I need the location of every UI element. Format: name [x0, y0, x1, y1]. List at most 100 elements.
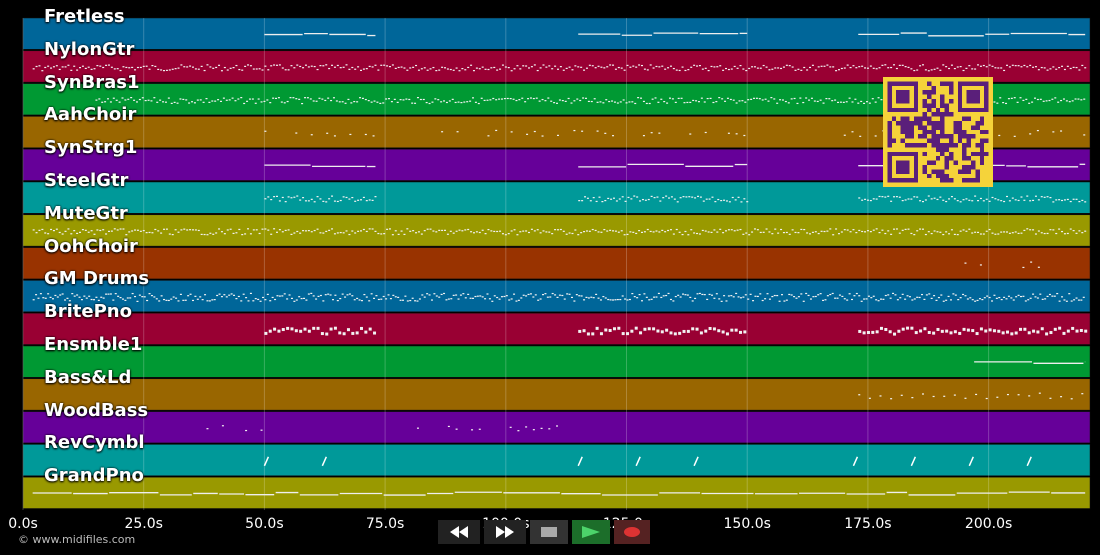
qr-module — [887, 129, 892, 135]
record-button[interactable] — [614, 520, 650, 544]
note-mark — [96, 65, 99, 67]
note-mark — [135, 101, 138, 103]
note-mark — [348, 198, 351, 200]
qr-module — [940, 103, 945, 108]
note-mark — [858, 66, 861, 68]
note-mark — [539, 298, 542, 300]
note-mark — [748, 67, 751, 70]
play-button[interactable] — [572, 520, 610, 544]
note-mark — [357, 66, 360, 68]
note-mark — [199, 99, 202, 101]
note-mark — [783, 300, 786, 302]
note-mark — [656, 196, 659, 198]
note-mark — [595, 293, 598, 295]
note-mark — [533, 64, 536, 66]
note-mark — [368, 228, 371, 230]
note-mark — [923, 327, 927, 331]
note-mark — [841, 295, 844, 298]
note-mark — [1020, 196, 1023, 198]
note-mark — [916, 230, 919, 232]
note-mark — [99, 229, 102, 232]
note-mark — [264, 198, 267, 200]
note-mark — [872, 67, 875, 69]
note-mark — [248, 98, 251, 100]
note-mark — [837, 69, 840, 71]
note-mark — [1013, 97, 1016, 99]
note-mark — [936, 231, 939, 233]
qr-module — [918, 121, 923, 126]
note-mark — [697, 101, 700, 103]
qr-module — [935, 173, 941, 179]
note-mark — [596, 130, 599, 132]
rewind-button[interactable] — [438, 520, 480, 544]
note-mark — [270, 233, 273, 235]
note-mark — [1033, 97, 1036, 99]
note-mark — [604, 297, 607, 299]
note-mark — [333, 66, 336, 68]
qr-module — [940, 143, 945, 148]
note-mark — [1017, 65, 1020, 67]
note-mark — [1070, 398, 1073, 400]
note-mark — [863, 298, 866, 300]
note-mark — [725, 200, 728, 202]
note-mark — [197, 68, 200, 70]
note-mark — [843, 134, 846, 136]
note-mark — [715, 101, 718, 103]
note-mark — [95, 296, 98, 298]
note-mark — [910, 68, 913, 70]
note-mark — [577, 234, 580, 236]
note-mark — [849, 231, 852, 233]
note-mark — [145, 65, 148, 67]
note-mark — [640, 231, 643, 233]
note-mark — [773, 294, 776, 297]
qr-module — [918, 116, 923, 121]
stop-button[interactable] — [530, 520, 568, 544]
note-mark — [710, 65, 713, 68]
note-mark — [1003, 200, 1006, 203]
note-mark — [182, 299, 185, 301]
note-mark — [241, 69, 244, 71]
note-mark — [664, 68, 667, 70]
note-mark — [299, 329, 303, 333]
note-mark — [54, 294, 57, 297]
note-mark — [621, 295, 624, 297]
qr-module — [887, 143, 892, 148]
note-mark — [138, 294, 141, 296]
note-mark — [481, 229, 484, 231]
qr-module — [931, 90, 936, 95]
note-mark — [829, 228, 832, 230]
note-mark — [312, 295, 315, 297]
note-mark — [286, 326, 290, 330]
note-mark — [1038, 392, 1041, 394]
note-mark — [225, 296, 228, 298]
note-mark — [1003, 296, 1006, 298]
note-mark — [910, 326, 914, 330]
note-mark — [643, 68, 646, 70]
note-mark — [624, 200, 627, 202]
qr-module — [949, 85, 954, 91]
note-mark — [406, 228, 409, 230]
note-mark — [811, 231, 814, 233]
note-mark — [158, 300, 161, 302]
note-mark — [304, 200, 307, 202]
note-mark — [383, 233, 386, 235]
fast-forward-button[interactable] — [484, 520, 526, 544]
note-mark — [355, 331, 359, 335]
note-mark — [38, 65, 41, 67]
qr-module — [957, 121, 963, 126]
note-mark — [440, 293, 443, 296]
note-mark — [1082, 296, 1085, 298]
note-mark — [601, 201, 604, 203]
note-mark — [945, 231, 948, 233]
note-mark — [141, 296, 144, 298]
note-mark — [90, 230, 93, 232]
note-mark — [848, 97, 851, 99]
note-mark — [932, 331, 936, 335]
qr-module — [966, 178, 971, 183]
note-mark — [599, 299, 602, 301]
note-mark — [817, 66, 820, 68]
qr-module — [900, 129, 905, 135]
note-mark — [104, 101, 107, 103]
note-mark — [284, 69, 287, 71]
note-mark — [688, 196, 691, 198]
